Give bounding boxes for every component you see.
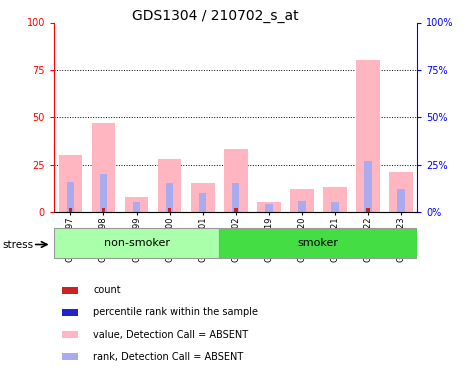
Bar xyxy=(62,331,78,338)
Bar xyxy=(62,309,78,316)
Bar xyxy=(389,172,413,212)
Bar xyxy=(62,353,78,360)
Text: percentile rank within the sample: percentile rank within the sample xyxy=(93,308,258,317)
Bar xyxy=(68,208,72,212)
Bar xyxy=(323,187,347,212)
Bar xyxy=(356,60,380,212)
Bar xyxy=(298,201,306,212)
Bar xyxy=(290,189,314,212)
Bar xyxy=(257,202,280,212)
Bar xyxy=(62,286,78,294)
Bar xyxy=(234,208,238,212)
Bar xyxy=(331,202,339,212)
Bar xyxy=(67,182,74,212)
Bar xyxy=(397,189,405,212)
Text: smoker: smoker xyxy=(298,238,339,248)
Bar xyxy=(265,204,272,212)
Text: rank, Detection Call = ABSENT: rank, Detection Call = ABSENT xyxy=(93,352,243,362)
Bar xyxy=(158,159,182,212)
Bar xyxy=(191,183,214,212)
Bar xyxy=(366,208,370,212)
Bar xyxy=(168,208,172,212)
Bar xyxy=(224,149,248,212)
Bar xyxy=(219,228,417,258)
Bar xyxy=(232,183,240,212)
Bar xyxy=(133,202,140,212)
Bar xyxy=(125,197,148,212)
Text: non-smoker: non-smoker xyxy=(104,238,169,248)
Text: value, Detection Call = ABSENT: value, Detection Call = ABSENT xyxy=(93,330,248,340)
Text: count: count xyxy=(93,285,121,295)
Bar xyxy=(100,174,107,212)
Bar xyxy=(102,208,106,212)
Bar xyxy=(364,161,371,212)
Text: stress: stress xyxy=(2,240,33,249)
Bar xyxy=(91,123,115,212)
Bar xyxy=(199,193,206,212)
Bar xyxy=(59,155,83,212)
Text: GDS1304 / 210702_s_at: GDS1304 / 210702_s_at xyxy=(132,9,299,23)
Bar xyxy=(166,183,174,212)
Bar xyxy=(54,228,219,258)
